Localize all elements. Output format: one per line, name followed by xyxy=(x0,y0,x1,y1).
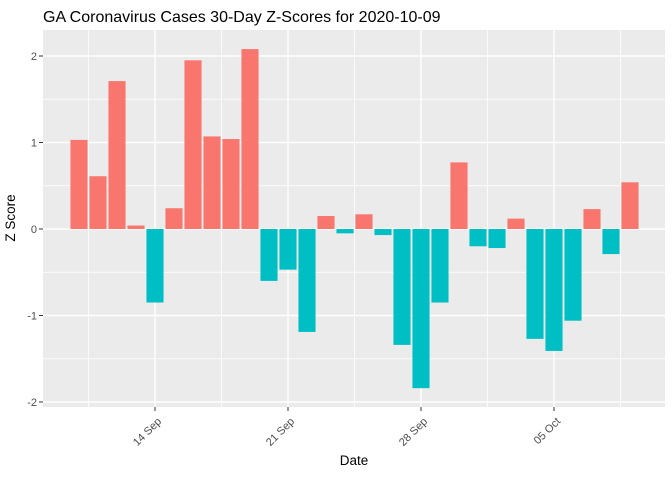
plot-panel xyxy=(43,30,665,407)
y-tick-label: -2 xyxy=(27,397,37,409)
bar xyxy=(165,208,183,229)
bar xyxy=(469,229,487,247)
bar xyxy=(602,229,620,255)
chart-title: GA Coronavirus Cases 30-Day Z-Scores for… xyxy=(43,9,441,26)
x-tick-label: 05 Oct xyxy=(532,416,563,447)
y-axis-title: Z Score xyxy=(3,194,18,241)
bar xyxy=(146,229,164,303)
bar xyxy=(184,60,202,229)
bar xyxy=(355,214,373,229)
bar xyxy=(298,229,316,332)
bar xyxy=(526,229,544,339)
bar xyxy=(279,229,297,270)
bar xyxy=(127,225,145,229)
y-tick-label: 0 xyxy=(31,224,37,236)
bar xyxy=(488,229,506,249)
bar xyxy=(564,229,582,321)
bar xyxy=(203,136,221,229)
bar xyxy=(260,229,278,281)
bar xyxy=(222,139,240,229)
x-tick-label: 21 Sep xyxy=(264,416,297,449)
bar xyxy=(89,176,107,230)
x-tick-label: 28 Sep xyxy=(397,416,430,449)
bar xyxy=(241,49,259,229)
bar xyxy=(507,218,525,229)
bars-layer xyxy=(70,49,639,389)
bar xyxy=(450,162,468,229)
axis-ticks xyxy=(39,55,555,411)
bar xyxy=(621,182,639,229)
x-tick-label: 14 Sep xyxy=(131,416,164,449)
x-axis-title: Date xyxy=(340,453,369,468)
bar xyxy=(336,229,354,234)
bar xyxy=(374,229,392,236)
y-tick-label: -1 xyxy=(27,311,37,323)
y-tick-label: 2 xyxy=(31,51,37,63)
bar xyxy=(317,216,335,229)
bar xyxy=(545,229,563,351)
bar xyxy=(583,209,601,229)
bar xyxy=(412,229,430,389)
bar xyxy=(393,229,411,345)
y-tick-label: 1 xyxy=(31,138,37,150)
bar xyxy=(431,229,449,303)
bar xyxy=(70,139,88,229)
bar xyxy=(108,81,126,229)
